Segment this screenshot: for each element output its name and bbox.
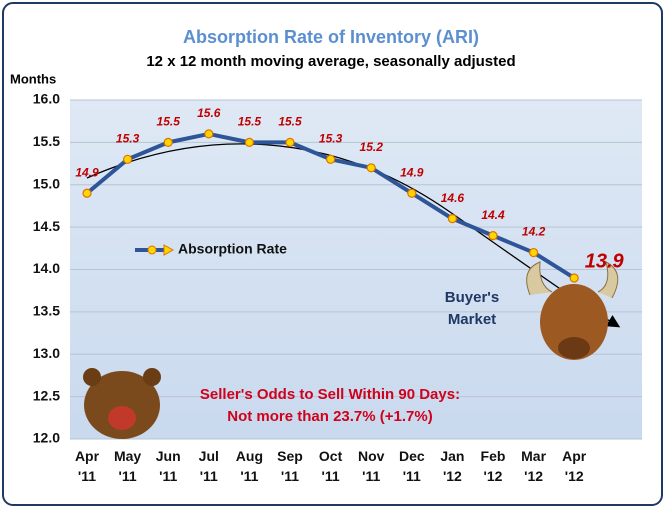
x-tick-label: Mar '12 bbox=[521, 448, 547, 484]
y-tick-label: 12.5 bbox=[33, 387, 60, 403]
legend-label: Absorption Rate bbox=[178, 241, 287, 257]
data-point bbox=[326, 154, 336, 164]
data-point bbox=[163, 137, 173, 147]
x-tick-label: Nov '11 bbox=[357, 448, 385, 484]
x-tick-label: Apr '12 bbox=[562, 448, 587, 484]
annotation: Not more than 23.7% (+1.7%) bbox=[227, 408, 432, 425]
data-label: 14.6 bbox=[441, 191, 465, 205]
data-point bbox=[407, 188, 417, 198]
data-label: 13.9 bbox=[585, 250, 625, 272]
x-tick-label: Aug '11 bbox=[235, 448, 263, 484]
data-point bbox=[122, 154, 133, 164]
data-point bbox=[244, 137, 254, 147]
annotation: Seller's Odds to Sell Within 90 Days: bbox=[200, 386, 460, 403]
data-label: 15.2 bbox=[360, 140, 384, 154]
data-label: 15.5 bbox=[238, 115, 262, 129]
legend-arrow bbox=[163, 244, 175, 256]
data-point bbox=[285, 137, 295, 147]
x-tick-label: Dec '11 bbox=[398, 448, 425, 484]
y-axis-label: Months bbox=[10, 71, 56, 86]
y-tick-label: 14.5 bbox=[33, 218, 60, 234]
data-label: 14.9 bbox=[400, 165, 424, 179]
legend-marker bbox=[147, 245, 157, 255]
x-tick-label: Feb '12 bbox=[480, 448, 506, 484]
data-point bbox=[82, 188, 92, 198]
data-label: 15.3 bbox=[116, 131, 140, 145]
data-label: 14.9 bbox=[75, 165, 99, 179]
data-label: 14.4 bbox=[481, 208, 505, 222]
data-point bbox=[366, 163, 376, 173]
data-label: 15.5 bbox=[157, 115, 181, 129]
y-tick-label: 12.0 bbox=[33, 430, 60, 446]
x-tick-label: Jun '11 bbox=[155, 448, 181, 484]
data-label: 15.5 bbox=[278, 115, 302, 129]
y-tick-label: 15.0 bbox=[33, 175, 60, 191]
data-point bbox=[447, 214, 457, 224]
data-point bbox=[204, 129, 214, 139]
chart-title: Absorption Rate of Inventory (ARI) bbox=[183, 27, 479, 47]
annotation: Buyer's Market bbox=[445, 289, 499, 328]
y-tick-label: 14.0 bbox=[33, 260, 60, 276]
data-point bbox=[488, 231, 498, 241]
x-tick-label: May '11 bbox=[113, 448, 142, 484]
data-label: 14.2 bbox=[522, 225, 546, 239]
chart-subtitle: 12 x 12 month moving average, seasonally… bbox=[146, 53, 515, 70]
data-label: 15.3 bbox=[319, 131, 343, 145]
data-point bbox=[528, 247, 539, 258]
bear-icon bbox=[83, 368, 161, 439]
x-tick-label: Apr '11 bbox=[74, 448, 100, 484]
data-label: 15.6 bbox=[197, 106, 221, 120]
x-tick-label: Oct '11 bbox=[318, 448, 343, 484]
x-tick-label: Jan '12 bbox=[440, 448, 465, 484]
y-tick-label: 13.5 bbox=[33, 303, 60, 319]
bull-icon bbox=[526, 261, 619, 360]
x-tick-label: Sep '11 bbox=[277, 448, 303, 484]
x-tick-label: Jul '11 bbox=[198, 448, 219, 484]
y-tick-label: 13.0 bbox=[33, 345, 60, 361]
y-tick-label: 16.0 bbox=[33, 91, 60, 107]
y-tick-label: 15.5 bbox=[33, 133, 60, 149]
data-point bbox=[569, 273, 579, 283]
